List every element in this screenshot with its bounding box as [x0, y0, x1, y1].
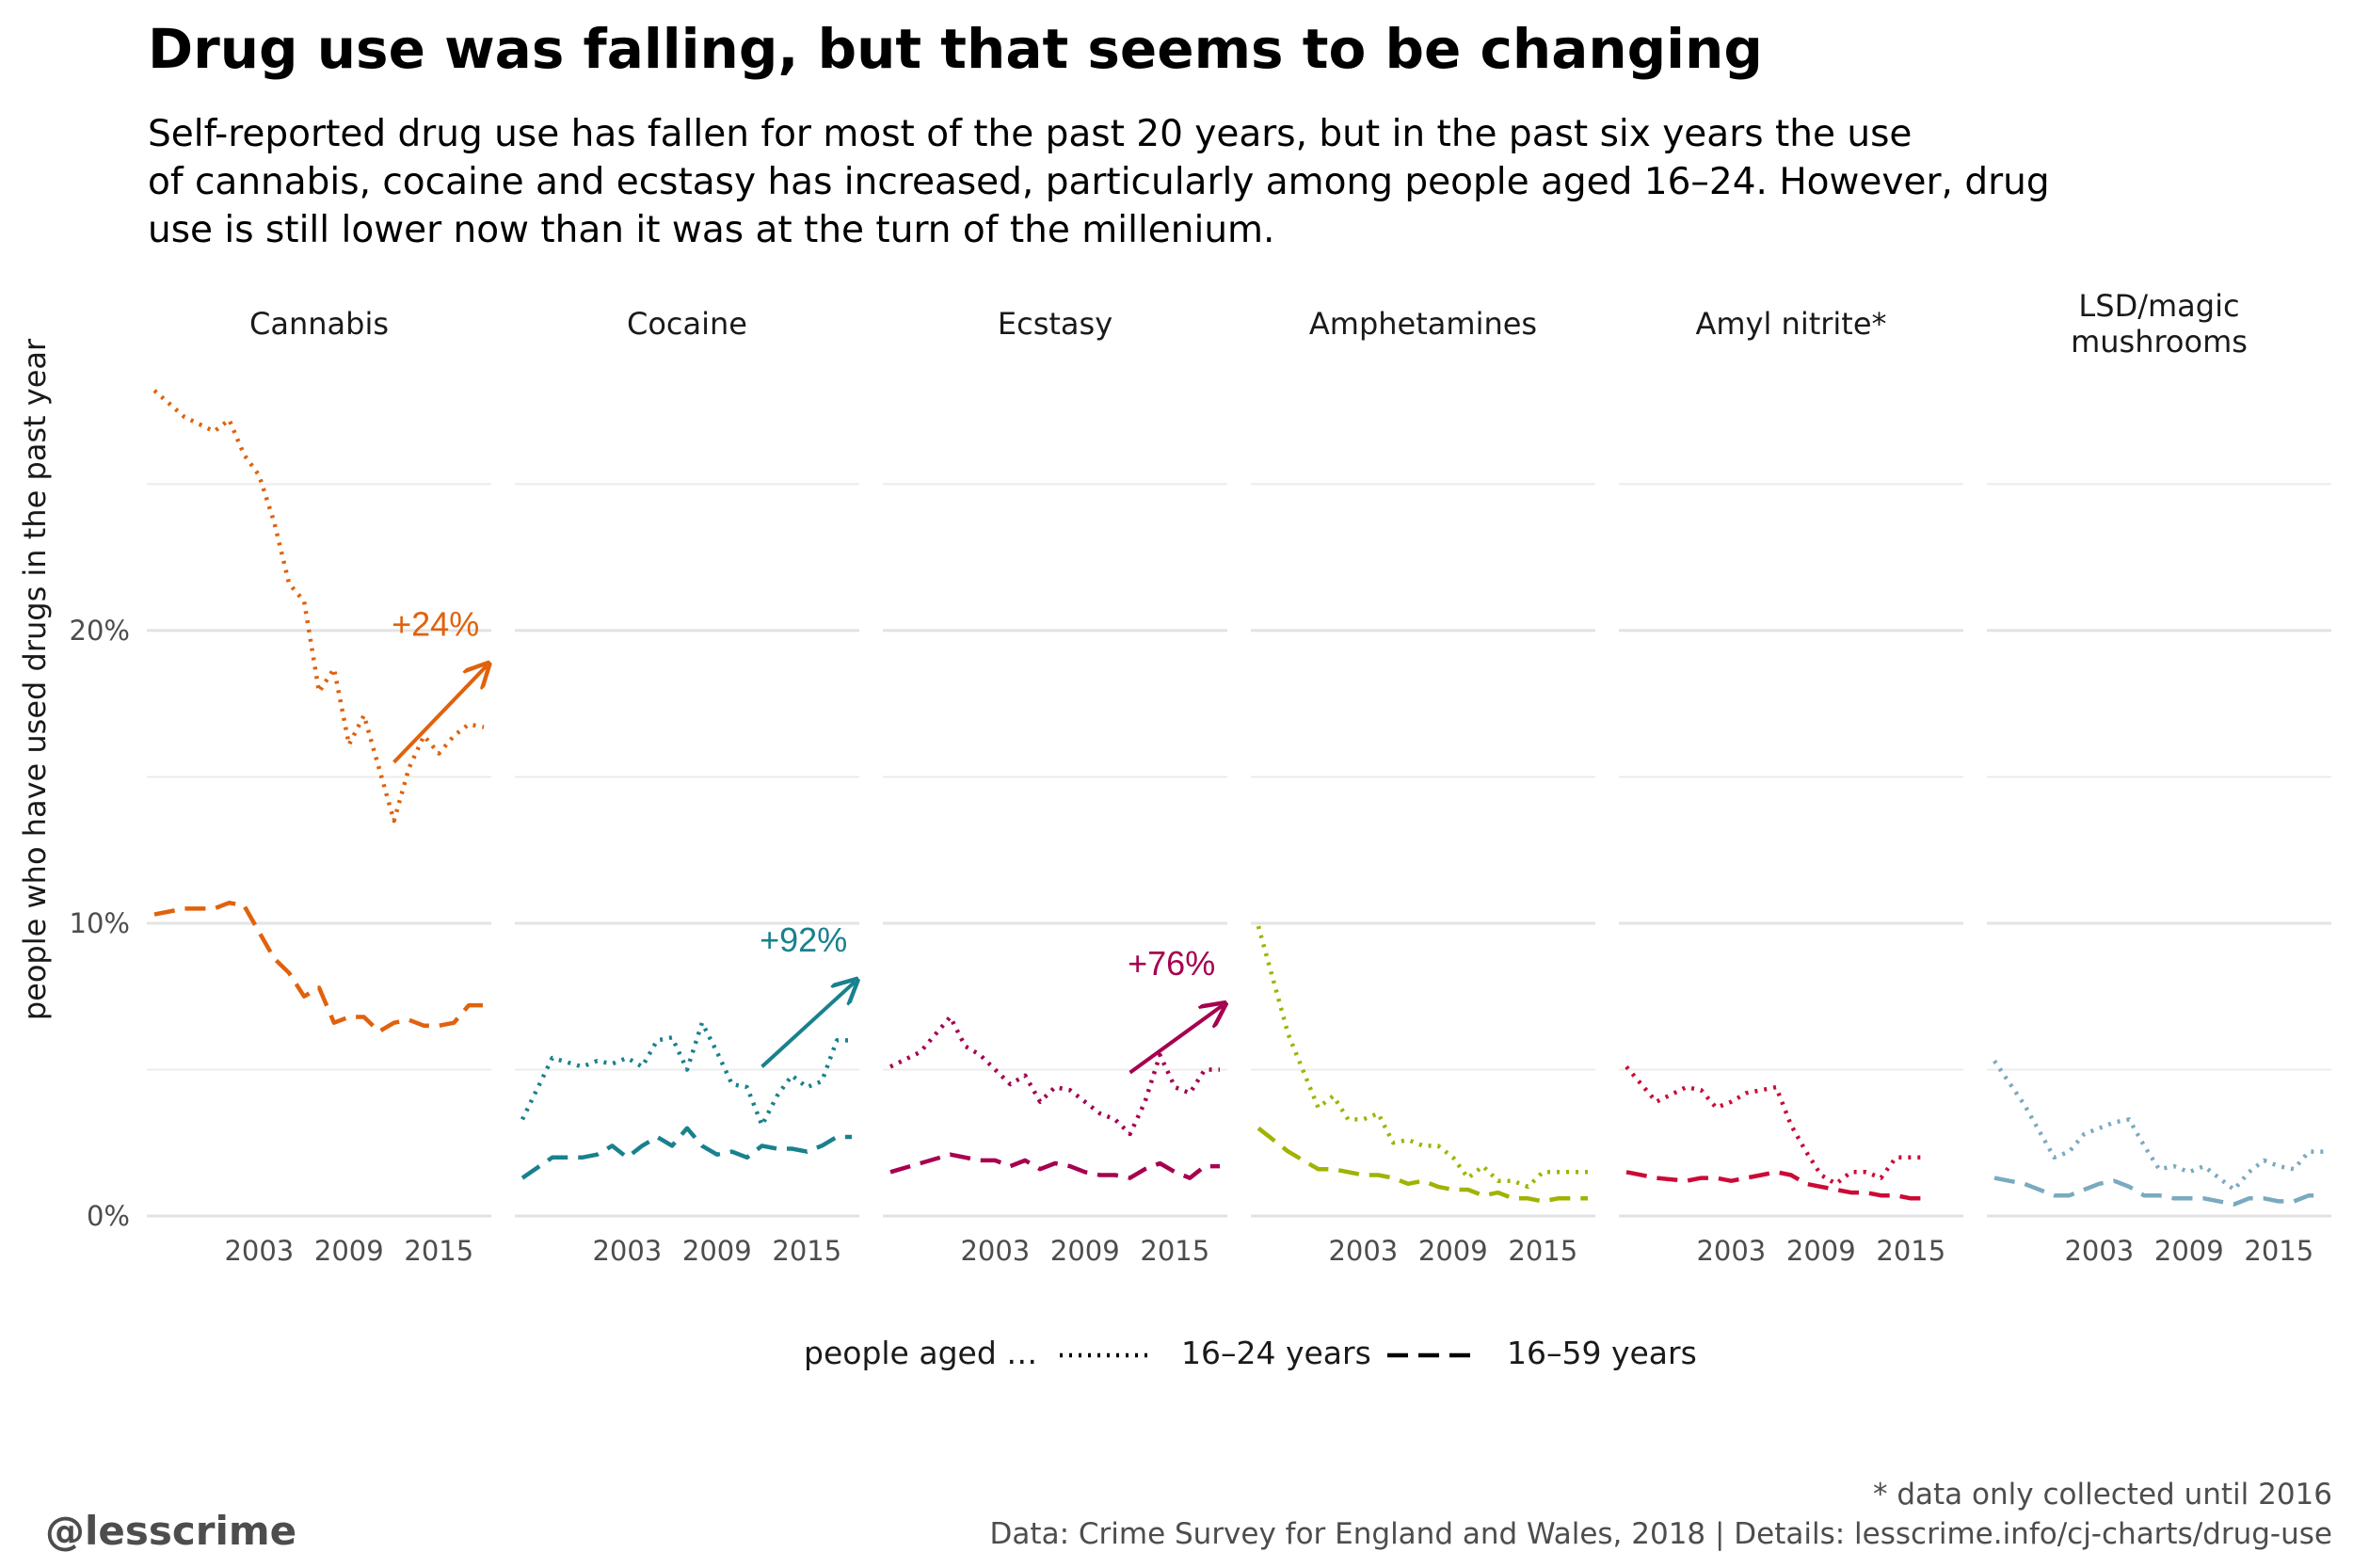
panel-1: Cocaine 2003 2009 2015 +92% [515, 306, 859, 1267]
series-line-16-24 [1994, 1061, 2324, 1190]
panel-0: Cannabis 2003 2009 2015 +24% [147, 306, 491, 1267]
caption-source: Data: Crime Survey for England and Wales… [990, 1517, 2332, 1551]
series-line-16-59 [890, 1155, 1220, 1178]
series-line-16-24 [1626, 1066, 1926, 1183]
y-tick-label: 20% [70, 615, 130, 647]
small-multiples: 0% 10% 20% Cannabis 2003 2009 2015 +24% Cocaine 2… [70, 288, 2331, 1267]
series-line-16-59 [1994, 1178, 2324, 1205]
x-tick-label: 2015 [1876, 1235, 1945, 1267]
panel-3: Amphetamines 2003 2009 2015 [1251, 306, 1595, 1267]
caption-note: * data only collected until 2016 [1873, 1478, 2332, 1512]
series-line-16-24 [522, 1023, 852, 1126]
x-tick-label: 2009 [682, 1235, 752, 1267]
panel-2: Ecstasy 2003 2009 2015 +76% [883, 306, 1227, 1267]
x-tick-label: 2009 [2154, 1235, 2224, 1267]
chart-subtitle-line-2: of cannabis, cocaine and ecstasy has inc… [148, 161, 2050, 203]
panel-title: Amphetamines [1309, 306, 1537, 342]
x-tick-label: 2003 [1696, 1235, 1766, 1267]
x-tick-label: 2003 [1328, 1235, 1398, 1267]
x-tick-label: 2015 [2244, 1235, 2313, 1267]
twitter-handle: @lesscrime [45, 1508, 296, 1554]
x-tick-label: 2015 [404, 1235, 473, 1267]
panel-title: Cannabis [249, 306, 389, 342]
x-tick-label: 2003 [960, 1235, 1030, 1267]
trend-arrow [394, 665, 488, 762]
panel-4: Amyl nitrite* 2003 2009 2015 [1619, 306, 1963, 1267]
x-tick-label: 2015 [1508, 1235, 1577, 1267]
trend-arrow [762, 982, 856, 1066]
legend-title: people aged … [804, 1335, 1037, 1371]
y-tick-label: 10% [70, 907, 130, 939]
legend-label: 16–24 years [1181, 1335, 1371, 1371]
x-tick-label: 2003 [224, 1235, 294, 1267]
series-line-16-24 [1258, 926, 1588, 1187]
series-line-16-59 [522, 1128, 852, 1178]
panel-title: mushrooms [2071, 324, 2248, 360]
change-annotation: +24% [392, 604, 479, 643]
panel-title: Amyl nitrite* [1695, 306, 1886, 342]
x-tick-label: 2003 [592, 1235, 662, 1267]
change-annotation: +92% [760, 920, 847, 959]
legend-label: 16–59 years [1507, 1335, 1697, 1371]
panel-title: Ecstasy [998, 306, 1112, 342]
chart-subtitle-line-3: use is still lower now than it was at th… [148, 209, 1274, 251]
change-annotation: +76% [1128, 944, 1215, 983]
y-tick-label: 0% [87, 1200, 130, 1232]
trend-arrow [1130, 1005, 1224, 1073]
x-tick-label: 2009 [1418, 1235, 1488, 1267]
x-tick-label: 2003 [2064, 1235, 2134, 1267]
x-tick-label: 2009 [314, 1235, 384, 1267]
chart-subtitle-line-1: Self-reported drug use has fallen for mo… [148, 113, 1912, 155]
chart-title: Drug use was falling, but that seems to … [148, 17, 1763, 81]
series-line-16-24 [890, 1017, 1220, 1134]
panel-title: LSD/magic [2078, 288, 2239, 324]
y-axis-label: people who have used drugs in the past y… [17, 338, 53, 1020]
legend: people aged … 16–24 years 16–59 years [804, 1335, 1697, 1371]
series-line-16-59 [1258, 1128, 1588, 1202]
x-tick-label: 2009 [1786, 1235, 1856, 1267]
x-tick-label: 2015 [1140, 1235, 1209, 1267]
x-tick-label: 2015 [772, 1235, 841, 1267]
x-tick-label: 2009 [1050, 1235, 1120, 1267]
panel-title: Cocaine [627, 306, 747, 342]
